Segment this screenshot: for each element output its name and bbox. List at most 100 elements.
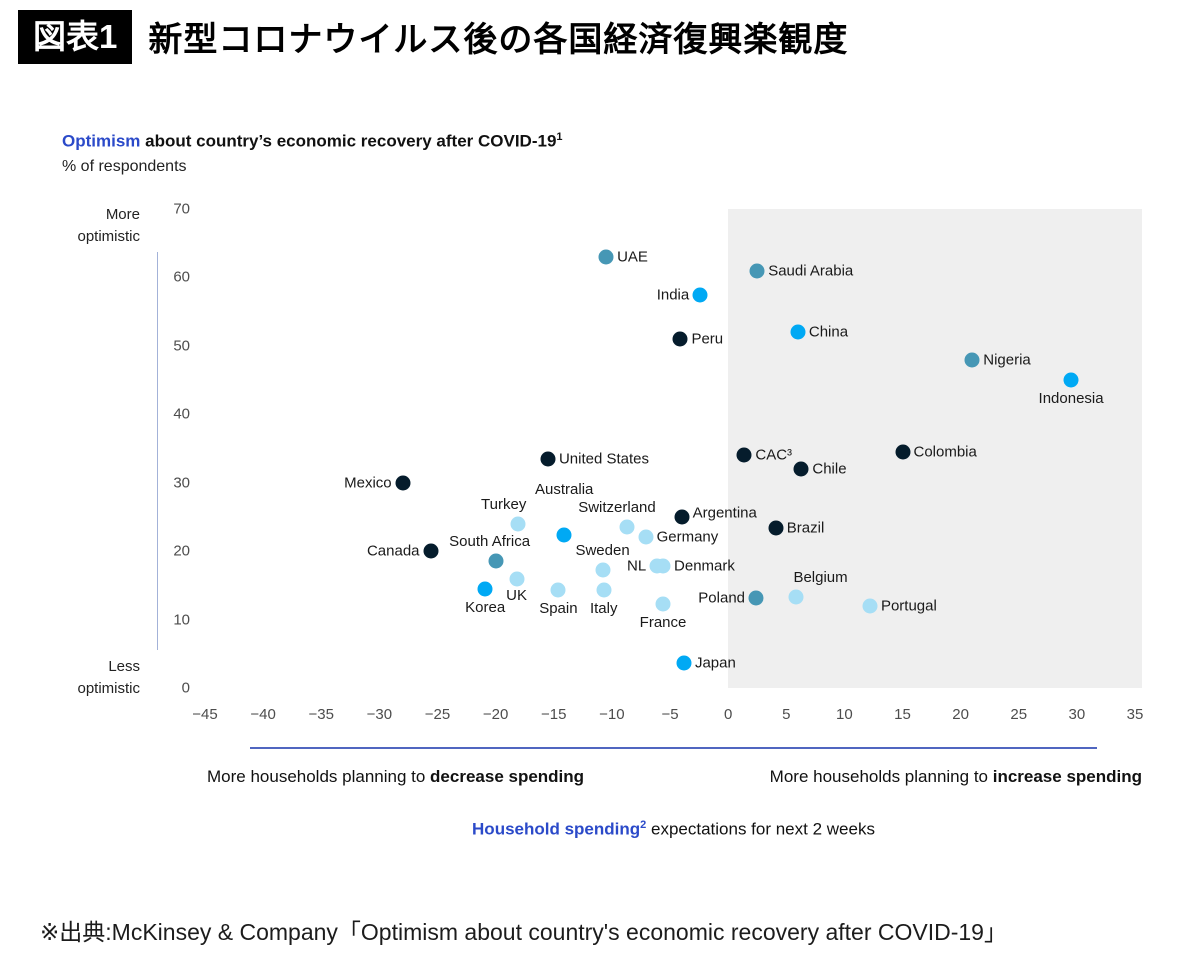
x-tick-label: −25: [424, 706, 451, 723]
data-point-sweden: [595, 562, 611, 578]
data-point-label: Sweden: [575, 541, 630, 559]
y-axis-ticks: 70 60 50 40 30 20 10 0: [144, 201, 190, 697]
y-tick-label: 20: [173, 542, 190, 560]
y-axis-label-more-line2: optimistic: [77, 228, 140, 245]
data-point-canada: [423, 543, 439, 559]
data-point-italy: [596, 582, 612, 598]
x-axis-title-rest: expectations for next 2 weeks: [646, 819, 875, 839]
data-point-spain: [550, 582, 566, 598]
data-point-label: China: [808, 323, 849, 341]
data-point-mexico: [395, 475, 411, 491]
x-tick-label: −5: [661, 706, 679, 723]
x-tick-label: 10: [836, 706, 853, 723]
y-tick-label: 60: [173, 268, 190, 286]
x-tick-label: −20: [482, 706, 509, 723]
data-point-label: India: [656, 286, 690, 304]
data-point-korea: [477, 581, 493, 597]
data-point-label: Portugal: [880, 597, 937, 615]
data-point-germany: [638, 529, 654, 545]
x-axis-title: Household spending2 expectations for nex…: [205, 819, 1142, 840]
chart-head: Optimism about country’s economic recove…: [62, 131, 563, 176]
data-point-label: Canada: [366, 542, 420, 560]
data-point-label: Turkey: [481, 495, 527, 513]
x-tick-label: −45: [192, 706, 218, 723]
x-axis-caption-increase: More households planning to increase spe…: [770, 767, 1142, 787]
increase-spending-region: [728, 209, 1142, 688]
y-axis-label-more-optimistic: More optimistic: [55, 204, 140, 248]
chart-subtitle: % of respondents: [62, 157, 187, 175]
data-point-label: United States: [558, 450, 649, 468]
data-point-belgium: [788, 589, 804, 605]
data-point-indonesia: [1063, 372, 1079, 388]
caption-right-prefix: More households planning to: [769, 767, 993, 786]
data-point-portugal: [862, 598, 878, 614]
data-point-south-africa: [488, 553, 504, 569]
y-axis-label-less-line2: optimistic: [77, 680, 140, 697]
x-tick-label: −35: [308, 706, 334, 723]
data-point-turkey: [510, 516, 526, 532]
x-tick-label: 5: [782, 706, 791, 723]
data-point-label: Mexico: [344, 474, 392, 492]
chart-title-rest: about country’s economic recovery after …: [140, 131, 557, 151]
caption-right-bold: increase spending: [992, 767, 1142, 786]
data-point-france: [655, 596, 671, 612]
data-point-uae: [598, 249, 614, 265]
data-point-denmark: [655, 558, 671, 574]
data-point-label: Saudi Arabia: [768, 262, 854, 280]
data-point-label: Argentina: [692, 504, 757, 522]
x-tick-label: −10: [599, 706, 625, 723]
x-tick-label: 15: [894, 706, 911, 723]
y-tick-label: 30: [173, 474, 190, 492]
data-point-label: Australia: [535, 481, 594, 499]
x-axis-ticks: −45 −40 −35 −30 −25 −20 −15 −10 −5 0 5 10 15 20 25 30 35: [192, 706, 1143, 726]
data-point-label: Nigeria: [983, 351, 1031, 369]
data-point-nigeria: [964, 352, 980, 368]
data-point-brazil: [768, 520, 784, 536]
data-point-label: Germany: [656, 528, 719, 546]
data-point-switzerland: [619, 519, 635, 534]
x-tick-label: 20: [952, 706, 969, 723]
y-tick-label: 40: [173, 405, 190, 423]
caption-left-prefix: More households planning to: [207, 767, 431, 786]
y-axis-label-less-optimistic: Less optimistic: [55, 656, 140, 700]
data-point-label: UK: [506, 586, 527, 604]
data-point-label: France: [639, 613, 687, 631]
figure-number-tag: 図表1: [18, 10, 133, 64]
data-point-india: [692, 287, 708, 303]
data-point-label: Italy: [589, 600, 618, 618]
x-tick-label: −40: [250, 706, 276, 723]
x-axis-divider-line: [250, 747, 1097, 749]
data-point-china: [790, 324, 806, 340]
x-tick-label: 25: [1010, 706, 1028, 723]
chart-title-highlight: Optimism: [62, 131, 141, 151]
data-point-japan: [676, 655, 692, 671]
x-axis-title-highlight: Household spending: [472, 819, 641, 839]
data-point-label: UAE: [617, 248, 648, 266]
data-point-chile: [793, 461, 809, 477]
data-point-label: Belgium: [793, 568, 848, 586]
y-axis-label-more-line1: More: [105, 206, 140, 223]
data-point-united-states: [540, 451, 556, 467]
y-tick-label: 50: [173, 337, 190, 355]
data-point-label: Japan: [694, 654, 736, 672]
y-tick-label: 70: [173, 200, 190, 218]
y-tick-label: 0: [181, 679, 190, 697]
y-tick-label: 10: [173, 611, 190, 629]
data-point-poland: [748, 590, 764, 606]
x-tick-label: −15: [541, 706, 567, 723]
footnote-marker-1: 1: [556, 131, 563, 143]
scatter-plot-area: UAE Saudi Arabia India China Peru Nigeria Indo…: [205, 209, 1142, 688]
y-axis-label-less-line1: Less: [108, 658, 140, 675]
data-point-label: Peru: [691, 330, 724, 348]
y-axis-line: [157, 252, 158, 650]
data-point-label: Denmark: [674, 557, 735, 575]
x-tick-label: −30: [366, 706, 393, 723]
data-point-saudi-arabia: [749, 263, 765, 279]
data-point-label: South Africa: [449, 533, 531, 551]
chart-title: Optimism about country’s economic recove…: [62, 131, 563, 152]
data-point-label: Switzerland: [578, 498, 656, 516]
data-point-label: NL: [627, 557, 647, 575]
data-point-peru: [672, 331, 688, 347]
x-tick-label: 30: [1068, 706, 1086, 723]
